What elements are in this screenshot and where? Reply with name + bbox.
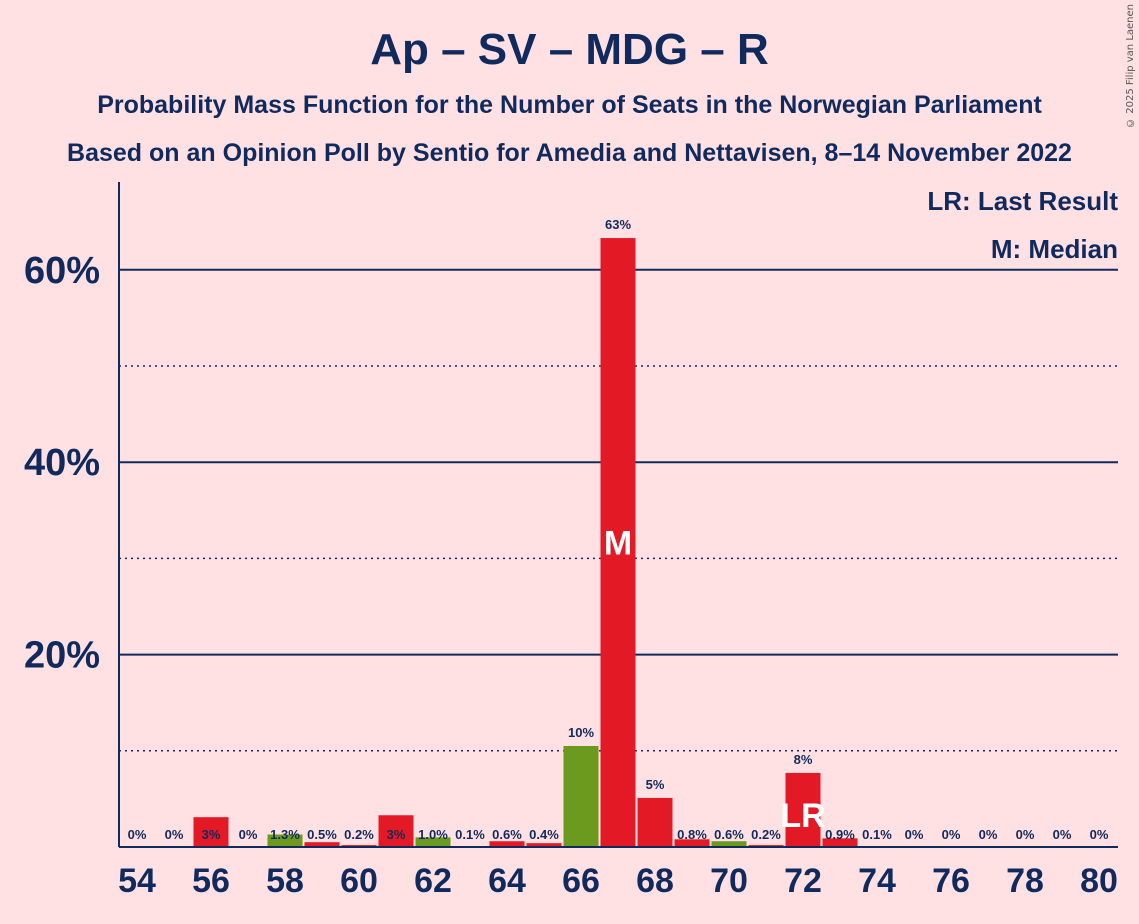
bar bbox=[822, 838, 858, 847]
y-tick-label: 40% bbox=[24, 442, 100, 484]
x-tick-label: 66 bbox=[562, 862, 600, 900]
bar bbox=[193, 817, 229, 847]
x-tick-label: 74 bbox=[858, 862, 896, 900]
x-tick-label: 72 bbox=[784, 862, 822, 900]
x-tick-label: 64 bbox=[488, 862, 526, 900]
data-label: 0% bbox=[979, 827, 998, 842]
data-label: 0% bbox=[1016, 827, 1035, 842]
data-label: 0.2% bbox=[344, 827, 374, 842]
bars: 0% 0% 3% 0% 1.3% 0.5% 0.2% 3% 1.0% 0.1% 0.6% 0.4% 10… bbox=[128, 217, 1109, 847]
legend-median: M: Median bbox=[990, 234, 1118, 264]
data-label: 0.9% bbox=[825, 827, 855, 842]
x-tick-label: 80 bbox=[1080, 862, 1118, 900]
bar bbox=[674, 839, 710, 847]
data-label: 3% bbox=[202, 827, 221, 842]
axes: 20% 40% 60% 54 56 58 60 62 64 66 68 70 72 74 76 78 80 bbox=[24, 182, 1118, 900]
data-label: 0.6% bbox=[492, 827, 522, 842]
data-label: 0.8% bbox=[677, 827, 707, 842]
data-label: 0% bbox=[239, 827, 258, 842]
chart-title: Ap – SV – MDG – R bbox=[370, 25, 769, 74]
data-label: 0% bbox=[165, 827, 184, 842]
data-label: 0.6% bbox=[714, 827, 744, 842]
x-tick-label: 78 bbox=[1006, 862, 1044, 900]
data-label: 0.1% bbox=[862, 827, 892, 842]
data-label: 0% bbox=[1053, 827, 1072, 842]
x-tick-label: 58 bbox=[266, 862, 304, 900]
x-tick-label: 76 bbox=[932, 862, 970, 900]
median-marker: M bbox=[604, 525, 632, 563]
data-label: 1.3% bbox=[270, 827, 300, 842]
bar bbox=[489, 841, 525, 847]
y-tick-label: 60% bbox=[24, 250, 100, 292]
x-tick-label: 56 bbox=[192, 862, 230, 900]
bar bbox=[563, 745, 599, 847]
bar bbox=[378, 815, 414, 847]
bar bbox=[415, 837, 451, 847]
bar bbox=[711, 841, 747, 847]
y-tick-label: 20% bbox=[24, 635, 100, 677]
data-label: 0% bbox=[905, 827, 924, 842]
bar bbox=[785, 772, 821, 847]
data-label: 5% bbox=[646, 777, 665, 792]
data-label: 0.1% bbox=[455, 827, 485, 842]
last-result-marker: LR bbox=[780, 797, 825, 835]
x-tick-label: 54 bbox=[118, 862, 156, 900]
data-label: 10% bbox=[568, 725, 594, 740]
bar bbox=[267, 834, 303, 847]
x-tick-label: 62 bbox=[414, 862, 452, 900]
chart-source-line: Based on an Opinion Poll by Sentio for A… bbox=[67, 139, 1072, 167]
bar bbox=[304, 842, 340, 847]
bar bbox=[637, 797, 673, 847]
chart-subtitle: Probability Mass Function for the Number… bbox=[97, 91, 1042, 119]
data-label: 8% bbox=[794, 752, 813, 767]
data-label: 0% bbox=[128, 827, 147, 842]
legend-last-result: LR: Last Result bbox=[927, 186, 1118, 216]
data-label: 63% bbox=[605, 217, 631, 232]
x-tick-label: 60 bbox=[340, 862, 378, 900]
data-label: 0.2% bbox=[751, 827, 781, 842]
bar bbox=[600, 238, 636, 847]
data-label: 3% bbox=[387, 827, 406, 842]
data-label: 1.0% bbox=[418, 827, 448, 842]
x-tick-label: 68 bbox=[636, 862, 674, 900]
data-label: 0% bbox=[942, 827, 961, 842]
data-label: 0.5% bbox=[307, 827, 337, 842]
data-label: 0% bbox=[1090, 827, 1109, 842]
data-label: 0.4% bbox=[529, 827, 559, 842]
x-tick-label: 70 bbox=[710, 862, 748, 900]
bar bbox=[526, 843, 562, 847]
